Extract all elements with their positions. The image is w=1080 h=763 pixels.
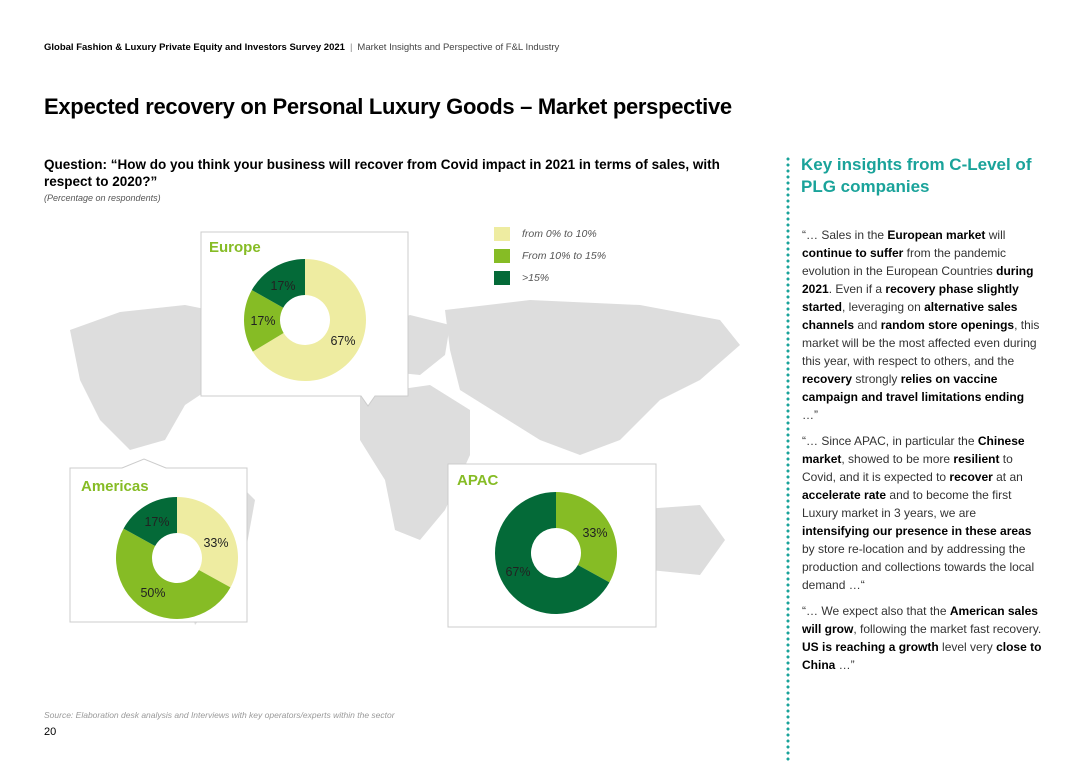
americas-label-low: 33% [203, 536, 229, 550]
insight-highlight: American sales will grow [802, 604, 1038, 636]
apac-slice-1 [494, 492, 610, 614]
apac-label-high: 67% [505, 565, 531, 579]
legend-swatch-high [494, 271, 510, 285]
map-africa [360, 385, 470, 540]
insight-highlight: Chinese market [802, 434, 1025, 466]
insight-highlight: resilient [953, 452, 1000, 466]
insight-highlight: European market [887, 228, 986, 242]
europe-label-high: 17% [270, 279, 296, 293]
insight-highlight: random store openings [880, 318, 1015, 332]
legend-label-mid: From 10% to 15% [522, 250, 607, 262]
survey-question: Question: “How do you think your busines… [44, 157, 720, 189]
legend-item-high: >15% [494, 270, 606, 286]
insight-highlight: recover [949, 470, 993, 484]
report-name: Global Fashion & Luxury Private Equity a… [44, 42, 345, 53]
insight-highlight: relies on vaccine campaign and travel li… [802, 372, 1025, 404]
legend-swatch-low [494, 227, 510, 241]
apac-label-mid: 33% [582, 526, 608, 540]
insight-quote-2: “… Since APAC, in particular the Chinese… [802, 434, 1035, 592]
apac-slice-0 [556, 492, 617, 583]
source-note: Source: Elaboration desk analysis and In… [44, 710, 395, 720]
chart-legend: from 0% to 10% From 10% to 15% >15% [494, 226, 606, 292]
legend-item-mid: From 10% to 15% [494, 248, 606, 264]
insight-highlight: US is reaching a growth [802, 640, 939, 654]
insight-quote-1: “… Sales in the European market will con… [802, 228, 1040, 422]
insight-quote-3: “… We expect also that the American sale… [802, 604, 1042, 672]
apac-label: APAC [457, 472, 499, 489]
europe-slice-1 [244, 290, 284, 352]
americas-label: Americas [81, 478, 149, 495]
legend-item-low: from 0% to 10% [494, 226, 606, 242]
europe-slice-2 [251, 259, 305, 308]
americas-label-mid: 50% [140, 586, 166, 600]
header-separator: | [349, 42, 353, 53]
insight-highlight: close to China [802, 640, 1042, 672]
dotted-divider [786, 156, 790, 763]
europe-donut [244, 259, 366, 382]
europe-slice-0 [252, 259, 366, 382]
europe-label-low: 67% [330, 334, 356, 348]
page-title: Expected recovery on Personal Luxury Goo… [44, 94, 732, 119]
insights-title: Key insights from C-Level of PLG compani… [801, 155, 1032, 196]
insight-highlight: accelerate rate [802, 488, 887, 502]
insights-quotes: “… Sales in the European market will con… [802, 226, 1042, 682]
report-header: Global Fashion & Luxury Private Equity a… [44, 42, 559, 53]
legend-label-low: from 0% to 10% [522, 228, 597, 240]
insight-highlight: continue to suffer [802, 246, 904, 260]
americas-label-high: 17% [144, 515, 170, 529]
europe-box [200, 231, 409, 407]
apac-donut [494, 492, 617, 614]
americas-slice-1 [115, 528, 231, 619]
page-number: 20 [44, 726, 57, 738]
americas-donut [115, 497, 238, 619]
insight-highlight: recovery phase slightly started [802, 282, 1019, 314]
insight-highlight: recovery [802, 372, 853, 386]
map-asia [445, 300, 740, 455]
percentage-note: (Percentage on respondents) [44, 193, 161, 203]
legend-label-high: >15% [522, 272, 550, 284]
legend-swatch-mid [494, 249, 510, 263]
insight-highlight: intensifying our presence in these areas [802, 524, 1032, 538]
insight-highlight: alternative sales channels [802, 300, 1018, 332]
americas-slice-0 [177, 497, 238, 588]
americas-slice-2 [123, 497, 177, 546]
europe-label-mid: 17% [250, 314, 276, 328]
insight-highlight: during 2021 [802, 264, 1034, 296]
europe-label: Europe [209, 239, 261, 256]
report-section: Market Insights and Perspective of F&L I… [357, 42, 560, 53]
